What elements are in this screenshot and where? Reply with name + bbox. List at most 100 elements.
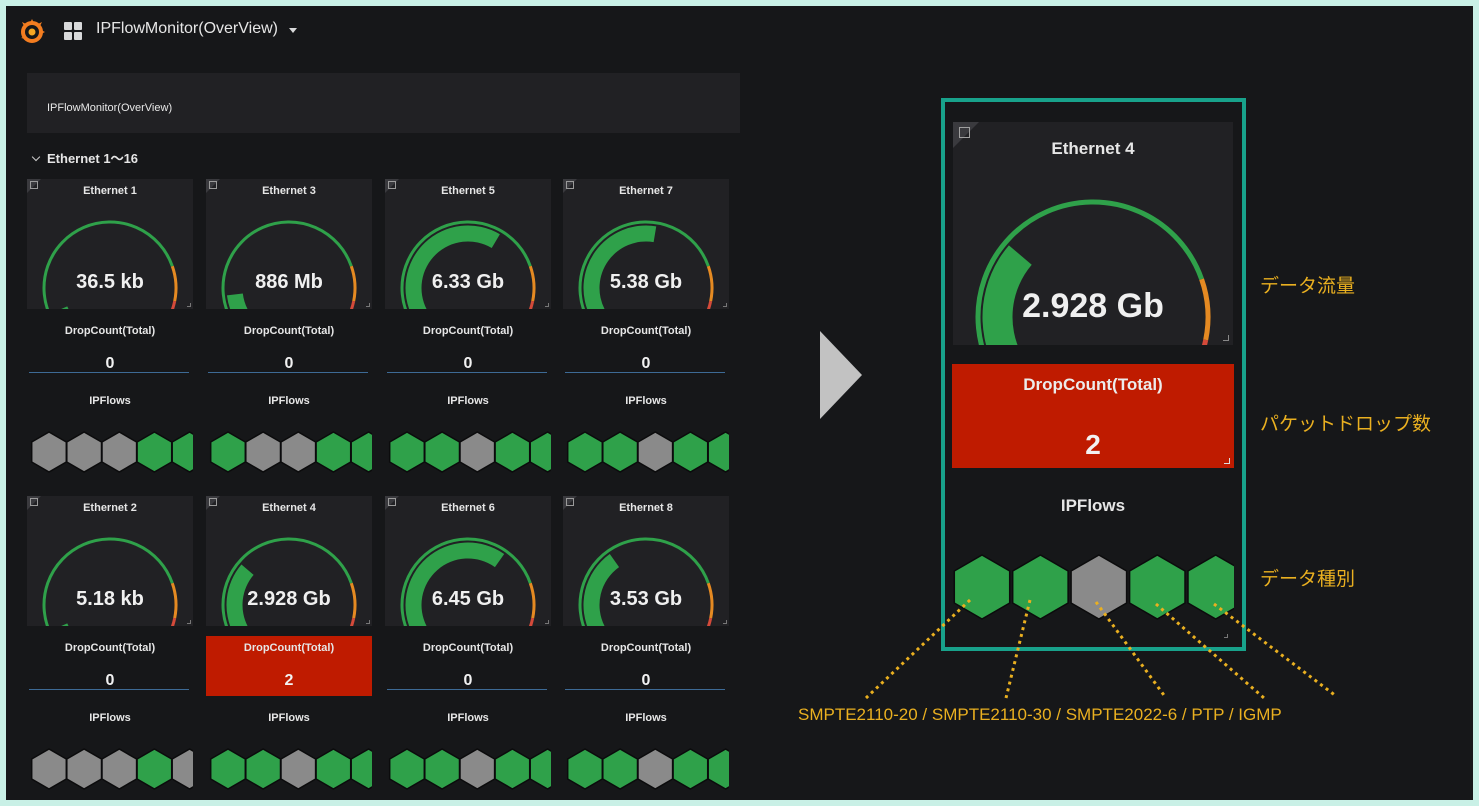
annotation-flow-rate: データ流量	[1260, 276, 1356, 297]
ipflows-panel[interactable]: IPFlows	[206, 389, 372, 481]
drop-count-panel[interactable]: DropCount(Total) 0	[27, 319, 193, 379]
chevron-down-icon[interactable]	[289, 28, 297, 33]
external-link-icon[interactable]	[30, 498, 38, 506]
external-link-icon[interactable]	[30, 181, 38, 189]
annotation-packet-drop: パケットドロップ数	[1260, 414, 1432, 435]
panel-title[interactable]: Ethernet 2	[83, 502, 137, 514]
gauge-panel[interactable]: Ethernet 3 886 Mb	[206, 179, 372, 309]
resize-handle[interactable]	[366, 620, 370, 624]
flow-hex-green	[529, 748, 551, 790]
gauge	[42, 220, 178, 309]
resize-handle[interactable]	[545, 303, 549, 307]
ipflows-panel[interactable]: IPFlows	[385, 706, 551, 798]
drop-count-title: DropCount(Total)	[422, 325, 514, 337]
gauge-value-fill	[226, 293, 248, 309]
drop-count-title: DropCount(Total)	[243, 325, 335, 337]
threshold-arc-green	[221, 220, 353, 309]
threshold-arc-green	[578, 537, 710, 626]
gauge-panel[interactable]: Ethernet 7 5.38 Gb	[563, 179, 729, 309]
external-link-icon[interactable]	[566, 181, 574, 189]
threshold-arc-orange	[349, 265, 357, 302]
ipflows-honeycomb	[566, 748, 729, 790]
panel-title[interactable]: Ethernet 7	[619, 185, 673, 197]
ipflows-honeycomb	[30, 748, 193, 790]
panel-title[interactable]: Ethernet 6	[441, 502, 495, 514]
gauge-value: 6.45 Gb	[431, 588, 505, 610]
resize-handle[interactable]	[545, 620, 549, 624]
gauge-panel[interactable]: Ethernet 4 2.928 Gb	[206, 496, 372, 626]
threshold-arc-red	[349, 300, 356, 309]
resize-handle[interactable]	[187, 620, 191, 624]
ipflows-panel[interactable]: IPFlows	[385, 389, 551, 481]
dashboard-title[interactable]: IPFlowMonitor(OverView)	[96, 20, 278, 37]
resize-handle[interactable]	[366, 303, 370, 307]
drop-count-panel[interactable]: DropCount(Total) 0	[27, 636, 193, 696]
threshold-arc-red	[706, 300, 713, 309]
flow-hex-green	[707, 748, 729, 790]
drop-count-panel[interactable]: DropCount(Total) 0	[385, 636, 551, 696]
drop-count-panel[interactable]: DropCount(Total) 2	[206, 636, 372, 696]
ipflows-panel[interactable]: IPFlows	[27, 389, 193, 481]
gauge	[578, 220, 714, 309]
drop-count-value: 0	[284, 355, 294, 372]
drop-count-panel[interactable]: DropCount(Total) 0	[563, 636, 729, 696]
gauge	[400, 537, 536, 626]
external-link-icon[interactable]	[566, 498, 574, 506]
zoom-drop-panel[interactable]: DropCount(Total) 2	[952, 364, 1234, 468]
sparkline	[387, 372, 547, 373]
drop-count-value: 0	[641, 672, 651, 689]
resize-handle[interactable]	[723, 303, 727, 307]
threshold-arc-green	[400, 220, 532, 309]
panel-title[interactable]: Ethernet 3	[262, 185, 316, 197]
external-link-icon[interactable]	[959, 127, 970, 138]
zoom-flows-panel[interactable]: IPFlows	[952, 484, 1234, 644]
external-link-icon[interactable]	[209, 498, 217, 506]
ipflows-panel[interactable]: IPFlows	[27, 706, 193, 798]
resize-handle[interactable]	[1224, 458, 1230, 464]
threshold-arc-green	[42, 220, 174, 309]
ipflows-honeycomb	[388, 431, 551, 473]
flow-hex-green	[953, 554, 1011, 620]
zoom-gauge-value: 2.928 Gb	[1022, 287, 1164, 325]
ipflows-panel[interactable]: IPFlows	[563, 706, 729, 798]
gauge-panel[interactable]: Ethernet 8 3.53 Gb	[563, 496, 729, 626]
panel-title[interactable]: Ethernet 8	[619, 502, 673, 514]
external-link-icon[interactable]	[209, 181, 217, 189]
ipflows-honeycomb	[388, 748, 551, 790]
gauge-panel[interactable]: Ethernet 2 5.18 kb	[27, 496, 193, 626]
grafana-logo-icon[interactable]	[18, 18, 46, 46]
ipflows-title: IPFlows	[89, 712, 131, 724]
flow-hex-green	[529, 431, 551, 473]
gauge-panel[interactable]: Ethernet 5 6.33 Gb	[385, 179, 551, 309]
drop-count-title: DropCount(Total)	[64, 325, 156, 337]
drop-count-panel[interactable]: DropCount(Total) 0	[563, 319, 729, 379]
gauge-panel[interactable]: Ethernet 1 36.5 kb	[27, 179, 193, 309]
drop-count-panel[interactable]: DropCount(Total) 0	[385, 319, 551, 379]
external-link-icon[interactable]	[388, 181, 396, 189]
zoom-flows-honeycomb	[953, 554, 1234, 620]
ipflows-honeycomb	[209, 431, 372, 473]
external-link-icon[interactable]	[388, 498, 396, 506]
drop-count-value: 0	[463, 672, 473, 689]
resize-handle[interactable]	[187, 303, 191, 307]
gauge-panel[interactable]: Ethernet 6 6.45 Gb	[385, 496, 551, 626]
panel-title[interactable]: Ethernet 5	[441, 185, 495, 197]
dashboard-area: IPFlowMonitor(OverView) IPFlowMonitor(Ov…	[6, 6, 740, 800]
resize-handle[interactable]	[1223, 335, 1229, 341]
zoom-drop-title: DropCount(Total)	[1023, 375, 1163, 394]
row-header[interactable]: Ethernet 1～16	[30, 148, 138, 167]
ipflows-panel[interactable]: IPFlows	[563, 389, 729, 481]
panel-title[interactable]: Ethernet 4	[262, 502, 316, 514]
leader-line-4	[1155, 602, 1265, 700]
threshold-arc-green	[221, 537, 353, 626]
zoom-panel-title[interactable]: Ethernet 4	[1051, 139, 1135, 158]
drop-count-panel[interactable]: DropCount(Total) 0	[206, 319, 372, 379]
resize-handle[interactable]	[723, 620, 727, 624]
gauge-value: 5.18 kb	[76, 588, 144, 610]
panel-title[interactable]: Ethernet 1	[83, 185, 137, 197]
zoom-gauge-panel[interactable]: Ethernet 4 2.928 Gb	[953, 122, 1233, 345]
dashboard-grid-icon[interactable]	[64, 22, 84, 42]
resize-handle[interactable]	[1224, 634, 1228, 638]
ipflows-panel[interactable]: IPFlows	[206, 706, 372, 798]
ipflows-title: IPFlows	[268, 395, 310, 407]
